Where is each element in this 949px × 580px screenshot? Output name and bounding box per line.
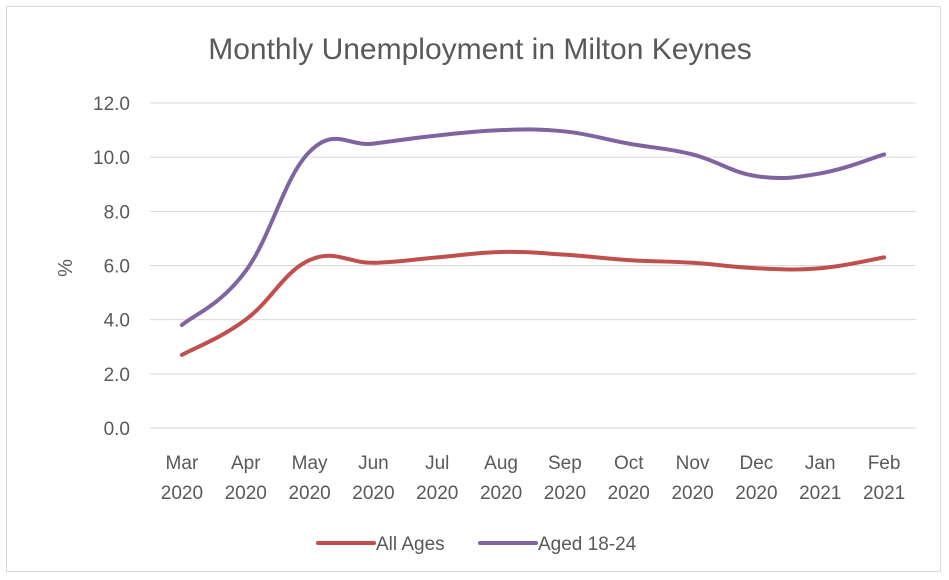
chart-title: Monthly Unemployment in Milton Keynes	[208, 33, 752, 66]
series-lines	[179, 127, 887, 357]
x-tick-label: Aug 2020	[480, 453, 522, 504]
x-tick-label: Jun 2020	[352, 453, 394, 504]
y-tick-label: 8.0	[104, 202, 130, 223]
y-tick-label: 0.0	[104, 419, 130, 440]
series-line-aged-18-24	[179, 127, 887, 328]
gridlines	[150, 102, 916, 429]
legend: All Ages Aged 18-24	[316, 534, 637, 555]
y-tick-labels: 0.0 2.0 4.0 6.0 8.0 10.0 12.0	[93, 94, 130, 440]
y-tick-label: 4.0	[104, 311, 130, 332]
y-tick-label: 10.0	[93, 148, 130, 169]
series-line-all-ages	[179, 249, 887, 357]
y-tick-label: 12.0	[93, 94, 130, 115]
y-axis-label: %	[55, 259, 77, 277]
chart-frame	[6, 6, 941, 572]
x-tick-label: Apr 2020	[225, 453, 267, 504]
x-tick-label: Nov 2020	[671, 453, 713, 504]
y-tick-label: 6.0	[104, 257, 130, 278]
x-tick-label: Mar 2020	[161, 453, 203, 504]
x-tick-label: Oct 2020	[608, 453, 650, 504]
x-tick-label: Feb 2021	[863, 453, 905, 504]
legend-label: Aged 18-24	[538, 534, 637, 555]
y-tick-label: 2.0	[104, 365, 130, 386]
x-tick-labels: Mar 2020 Apr 2020 May 2020 Jun 2020 Jul 2020 Aug 20…	[161, 453, 905, 504]
x-tick-label: Jan 2021	[799, 453, 841, 504]
x-tick-label: May 2020	[288, 453, 330, 504]
legend-label: All Ages	[376, 534, 445, 555]
x-tick-label: Sep 2020	[544, 453, 586, 504]
x-tick-label: Dec 2020	[735, 453, 777, 504]
x-tick-label: Jul 2020	[416, 453, 458, 504]
